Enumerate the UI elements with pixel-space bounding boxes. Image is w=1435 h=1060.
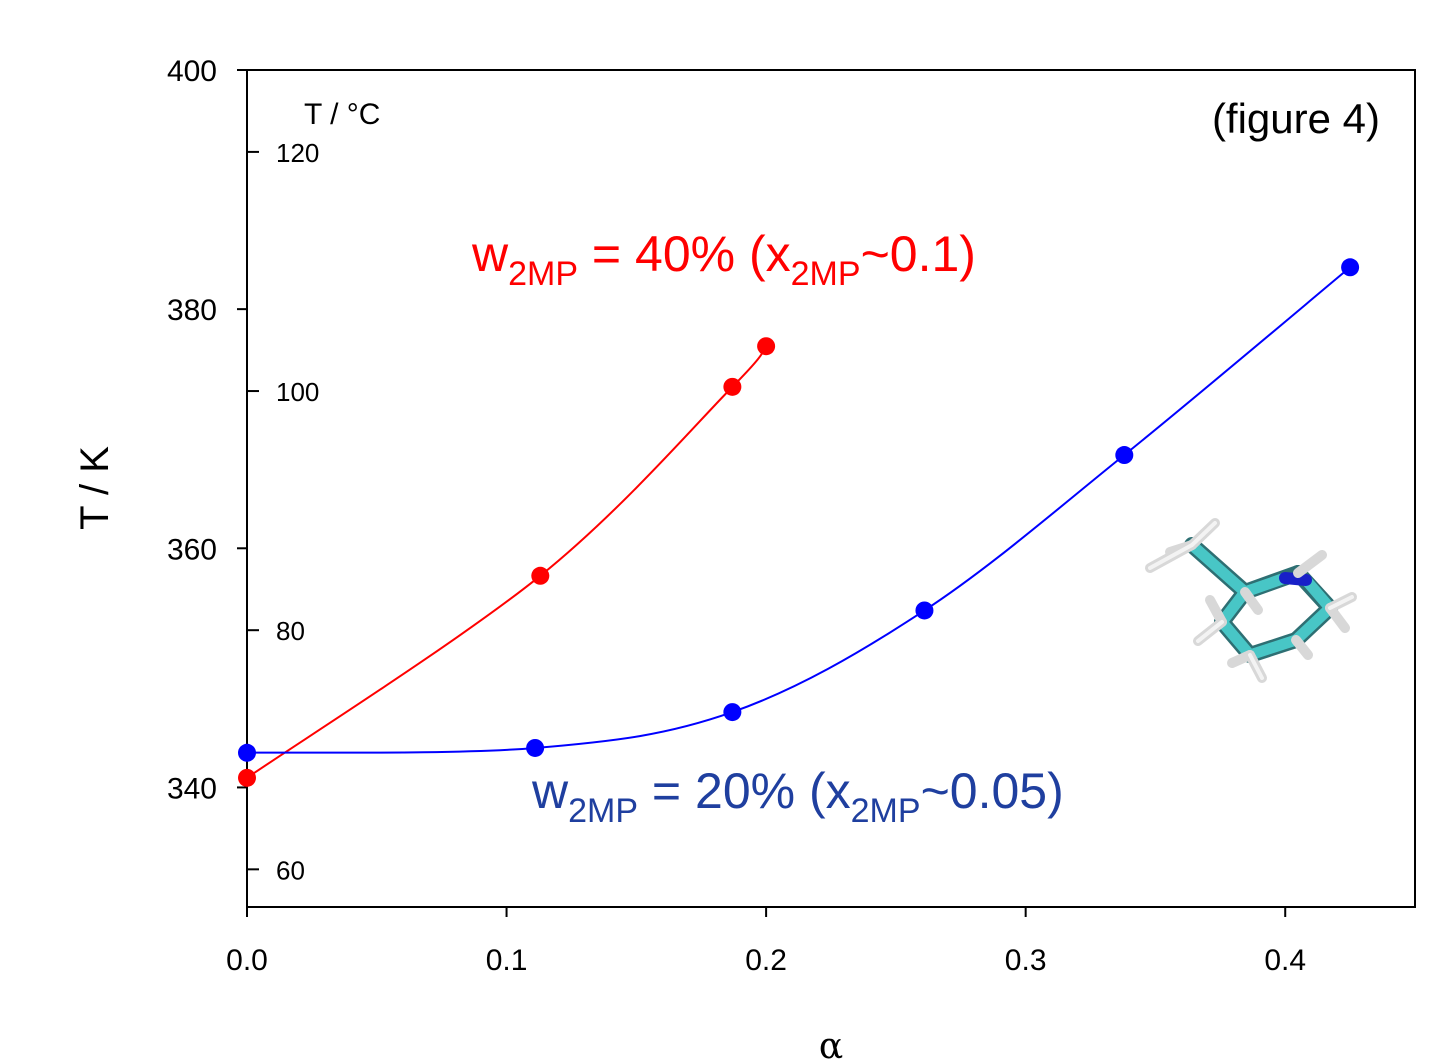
- plot-frame: [246, 69, 1416, 908]
- data-point: [238, 768, 256, 787]
- celsius-tick-label: 80: [276, 616, 305, 646]
- data-point: [757, 337, 776, 356]
- celsius-tick-label: 100: [276, 377, 319, 407]
- x-tick-label: 0.4: [1264, 944, 1306, 977]
- y-tick-label: 340: [167, 772, 217, 805]
- celsius-axis: 60 80 100 120: [247, 138, 319, 885]
- y-axis-title: T / K: [73, 446, 117, 530]
- data-point: [238, 743, 256, 762]
- data-point: [915, 601, 934, 620]
- y-axis: 340 360 380 400: [167, 55, 247, 805]
- y-tick-label: 380: [167, 294, 217, 327]
- x-axis-title: α: [819, 1026, 843, 1060]
- data-point: [723, 703, 742, 722]
- x-tick-label: 0.2: [745, 944, 787, 977]
- series-line-0: [246, 345, 767, 779]
- data-point: [526, 738, 545, 757]
- celsius-tick-label: 120: [276, 138, 319, 168]
- y-tick-label: 360: [167, 533, 217, 566]
- series-label-blue: w2MP = 20% (x2MP~0.05): [531, 763, 1064, 830]
- x-tick-label: 0.1: [486, 944, 528, 977]
- data-point: [531, 566, 550, 585]
- celsius-tick-label: 60: [276, 855, 305, 885]
- x-tick-label: 0.0: [226, 944, 268, 977]
- molecule-inset-image: [1145, 518, 1357, 683]
- series-layer: [238, 258, 1360, 787]
- data-point: [1341, 258, 1360, 277]
- series-line-1: [246, 266, 1351, 754]
- celsius-axis-title: T / °C: [304, 98, 380, 131]
- figure-annotation: (figure 4): [1212, 95, 1380, 142]
- data-point: [723, 377, 742, 396]
- x-axis: 0.0 0.1 0.2 0.3 0.4: [226, 907, 1306, 977]
- x-tick-label: 0.3: [1005, 944, 1047, 977]
- series-label-red: w2MP = 40% (x2MP~0.1): [471, 226, 976, 293]
- y-tick-label: 400: [167, 55, 217, 88]
- data-point: [1115, 446, 1134, 465]
